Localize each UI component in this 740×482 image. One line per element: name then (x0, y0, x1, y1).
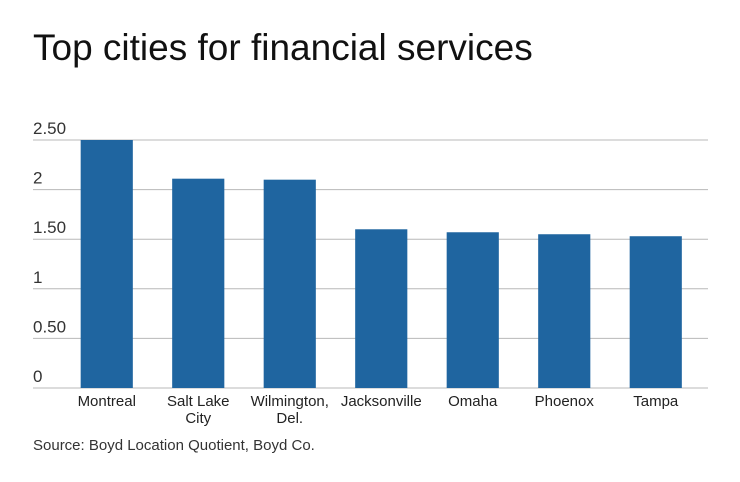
y-tick-label: 2 (33, 169, 42, 188)
x-tick-label: Phoenox (534, 393, 594, 410)
bar (172, 178, 225, 388)
x-tick-label: Jacksonville (340, 393, 422, 410)
bar (538, 234, 591, 388)
x-tick-label: Tampa (633, 393, 679, 410)
y-tick-label: 0 (33, 367, 42, 386)
bar (355, 229, 408, 388)
x-tick-label: Salt Lake City (166, 393, 230, 427)
x-tick-label: Montreal (77, 393, 136, 410)
chart-title: Top cities for financial services (33, 27, 533, 68)
x-tick-label: Omaha (448, 393, 498, 410)
bar (629, 236, 682, 388)
x-tick-label: Wilmington, Del. (250, 393, 329, 427)
y-tick-label: 0.50 (33, 317, 66, 336)
y-tick-label: 1.50 (33, 218, 66, 237)
bar (263, 179, 316, 388)
bar (80, 140, 133, 388)
y-tick-label: 1 (33, 268, 42, 287)
source-note: Source: Boyd Location Quotient, Boyd Co. (33, 437, 315, 454)
bar (446, 232, 499, 388)
y-tick-label: 2.50 (33, 119, 66, 138)
